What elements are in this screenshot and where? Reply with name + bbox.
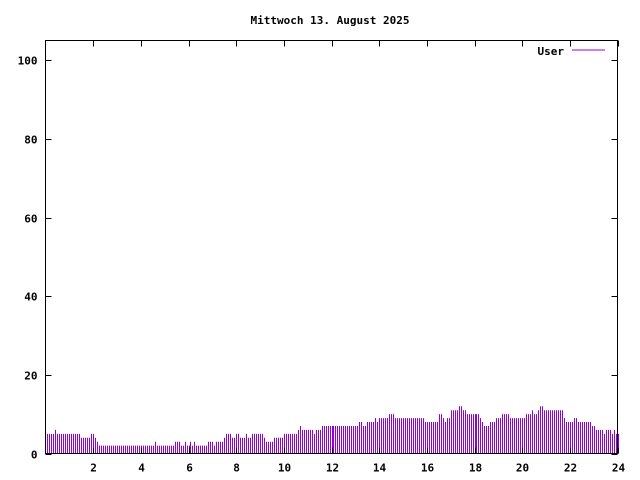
y-tick-label: 80 bbox=[24, 134, 37, 147]
x-tick-label: 12 bbox=[326, 462, 339, 475]
x-tick-label: 20 bbox=[516, 462, 529, 475]
y-tick-label: 20 bbox=[24, 370, 37, 383]
x-tick-label: 14 bbox=[373, 462, 387, 475]
x-tick-label: 2 bbox=[90, 462, 97, 475]
x-tick-label: 18 bbox=[469, 462, 482, 475]
y-tick-label: 40 bbox=[24, 291, 37, 304]
x-tick-label: 16 bbox=[421, 462, 435, 475]
x-tick-label: 6 bbox=[186, 462, 193, 475]
bars-group bbox=[47, 406, 619, 454]
plot-border bbox=[45, 40, 618, 454]
y-tick-label: 60 bbox=[24, 213, 37, 226]
x-tick-label: 24 bbox=[612, 462, 626, 475]
x-tick-label: 10 bbox=[278, 462, 291, 475]
x-tick-label: 4 bbox=[138, 462, 145, 475]
legend-label-user: User bbox=[538, 45, 565, 58]
x-tick-label: 22 bbox=[564, 462, 577, 475]
legend: User bbox=[538, 45, 605, 58]
x-tick-label: 8 bbox=[233, 462, 240, 475]
chart-title: Mittwoch 13. August 2025 bbox=[251, 14, 410, 27]
y-tick-label: 100 bbox=[18, 55, 38, 68]
y-tick-label: 0 bbox=[31, 449, 38, 462]
